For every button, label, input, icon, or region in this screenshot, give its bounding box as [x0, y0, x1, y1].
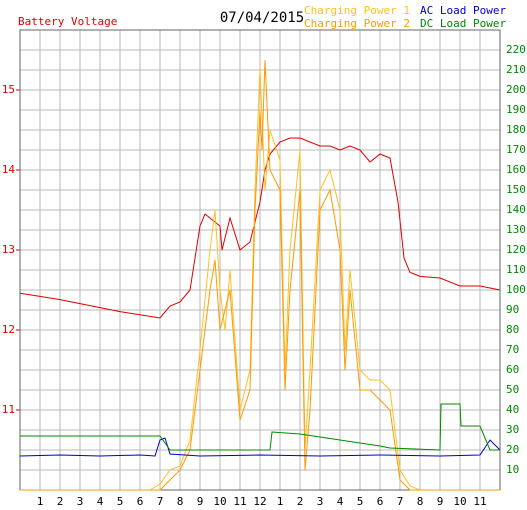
x-tick-label: 7: [157, 495, 164, 508]
y2-tick-label: 160: [506, 163, 526, 176]
y-tick-label: 13: [2, 243, 15, 256]
x-tick-label: 8: [417, 495, 424, 508]
legend-entry: Charging Power 1: [304, 4, 410, 17]
y2-tick-label: 170: [506, 143, 526, 156]
x-tick-label: 11: [233, 495, 246, 508]
series-line: [20, 67, 500, 491]
x-tick-label: 4: [337, 495, 344, 508]
x-tick-label: 1: [37, 495, 44, 508]
y2-tick-label: 40: [506, 403, 519, 416]
x-tick-label: 7: [397, 495, 404, 508]
y2-tick-label: 80: [506, 323, 519, 336]
y2-tick-label: 90: [506, 303, 519, 316]
x-tick-label: 9: [197, 495, 204, 508]
y2-tick-label: 120: [506, 243, 526, 256]
y2-tick-label: 220: [506, 43, 526, 56]
x-tick-label: 10: [213, 495, 226, 508]
legend-entry: Battery Voltage: [18, 15, 117, 28]
y2-tick-label: 200: [506, 83, 526, 96]
y-tick-label: 15: [2, 83, 15, 96]
legend-entry: DC Load Power: [420, 17, 506, 30]
x-tick-label: 11: [473, 495, 486, 508]
x-tick-label: 4: [97, 495, 104, 508]
y-tick-label: 11: [2, 403, 15, 416]
series-line: [19, 437, 501, 457]
y-tick-label: 14: [2, 163, 16, 176]
y2-tick-label: 150: [506, 183, 526, 196]
series-line: [20, 403, 500, 451]
y2-tick-label: 140: [506, 203, 526, 216]
y2-tick-label: 190: [506, 103, 526, 116]
y-tick-label: 12: [2, 323, 15, 336]
y2-tick-label: 20: [506, 443, 519, 456]
x-tick-label: 5: [117, 495, 124, 508]
x-tick-label: 5: [357, 495, 364, 508]
x-tick-label: 8: [177, 495, 184, 508]
y2-tick-label: 70: [506, 343, 519, 356]
chart-title: 07/04/2015: [220, 10, 304, 26]
y2-tick-label: 100: [506, 283, 526, 296]
y2-tick-label: 50: [506, 383, 519, 396]
x-tick-label: 2: [57, 495, 64, 508]
plot-border: [19, 29, 501, 491]
series-line: [20, 59, 500, 491]
x-tick-label: 6: [137, 495, 144, 508]
y2-tick-label: 110: [506, 263, 526, 276]
x-tick-label: 12: [253, 495, 266, 508]
x-tick-label: 1: [277, 495, 284, 508]
x-tick-label: 3: [77, 495, 84, 508]
legend-entry: Charging Power 2: [304, 17, 410, 30]
y2-tick-label: 130: [506, 223, 526, 236]
x-tick-label: 3: [317, 495, 324, 508]
x-tick-label: 6: [377, 495, 384, 508]
y2-tick-label: 210: [506, 63, 526, 76]
y2-tick-label: 60: [506, 363, 519, 376]
y2-tick-label: 30: [506, 423, 519, 436]
legend-entry: AC Load Power: [420, 4, 506, 17]
x-tick-label: 9: [437, 495, 444, 508]
y2-tick-label: 10: [506, 463, 519, 476]
x-tick-label: 10: [453, 495, 466, 508]
x-tick-label: 2: [297, 495, 304, 508]
y2-tick-label: 180: [506, 123, 526, 136]
